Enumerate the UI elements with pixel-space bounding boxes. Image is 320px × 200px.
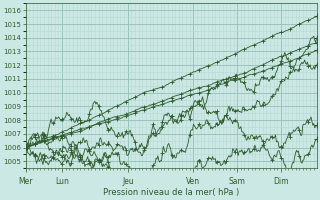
X-axis label: Pression niveau de la mer( hPa ): Pression niveau de la mer( hPa ) [103,188,239,197]
